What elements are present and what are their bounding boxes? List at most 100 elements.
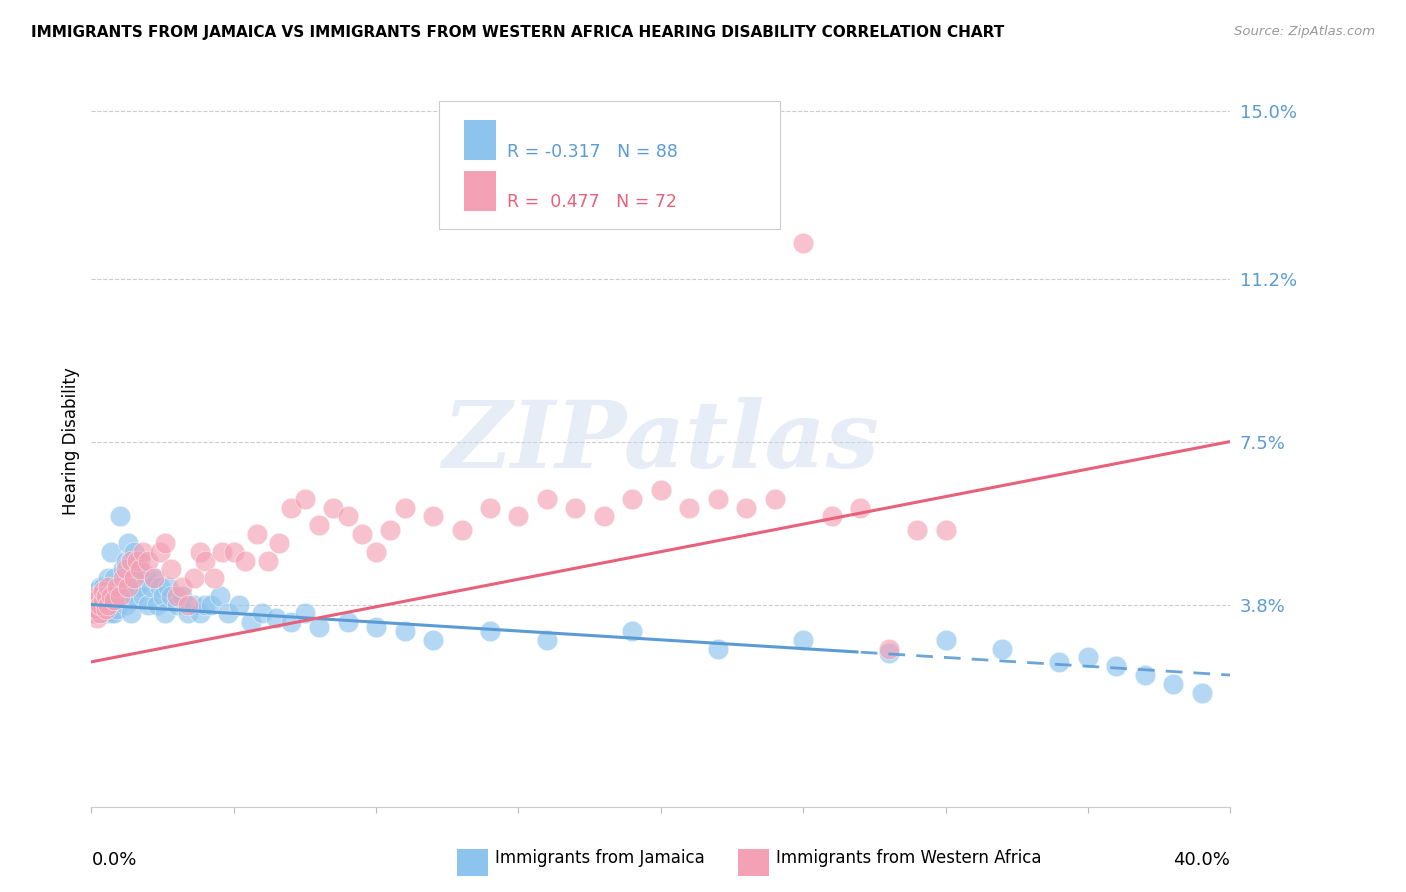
Point bbox=[117, 580, 139, 594]
Point bbox=[849, 500, 872, 515]
Point bbox=[157, 580, 180, 594]
Point bbox=[89, 589, 111, 603]
Point bbox=[269, 536, 291, 550]
Text: 40.0%: 40.0% bbox=[1174, 851, 1230, 870]
Point bbox=[152, 589, 174, 603]
Text: Source: ZipAtlas.com: Source: ZipAtlas.com bbox=[1234, 25, 1375, 38]
Point bbox=[103, 571, 125, 585]
Point bbox=[103, 607, 125, 621]
Point bbox=[208, 589, 231, 603]
Text: ZIPatlas: ZIPatlas bbox=[443, 397, 879, 486]
Point bbox=[792, 632, 814, 647]
Point bbox=[250, 607, 273, 621]
Point bbox=[934, 632, 956, 647]
Point bbox=[172, 580, 194, 594]
Point bbox=[155, 536, 177, 550]
Point bbox=[91, 593, 114, 607]
FancyBboxPatch shape bbox=[439, 102, 780, 229]
Point bbox=[394, 500, 416, 515]
Point bbox=[155, 607, 177, 621]
Point bbox=[536, 632, 558, 647]
Point bbox=[131, 589, 153, 603]
Text: R = -0.317   N = 88: R = -0.317 N = 88 bbox=[508, 143, 678, 161]
Point bbox=[450, 523, 472, 537]
Point bbox=[650, 483, 672, 497]
Point bbox=[83, 598, 105, 612]
Point bbox=[103, 593, 125, 607]
Text: Immigrants from Jamaica: Immigrants from Jamaica bbox=[495, 849, 704, 867]
Point bbox=[83, 589, 105, 603]
Point bbox=[149, 544, 172, 558]
Point bbox=[100, 589, 122, 603]
Point bbox=[202, 571, 225, 585]
Point bbox=[478, 624, 502, 638]
Point bbox=[183, 571, 205, 585]
Point bbox=[678, 500, 700, 515]
Point bbox=[792, 236, 814, 251]
Point bbox=[146, 598, 169, 612]
Point bbox=[83, 607, 105, 621]
Point bbox=[194, 598, 217, 612]
Point bbox=[141, 580, 163, 594]
Point bbox=[89, 580, 111, 594]
Point bbox=[91, 589, 114, 603]
Point bbox=[91, 580, 114, 594]
Point bbox=[128, 562, 150, 576]
Point bbox=[111, 562, 134, 576]
Point bbox=[877, 646, 900, 660]
Point bbox=[143, 571, 166, 585]
Point bbox=[94, 607, 117, 621]
Point bbox=[114, 562, 136, 576]
Point bbox=[125, 562, 148, 576]
Point bbox=[1161, 677, 1184, 691]
Point bbox=[336, 509, 359, 524]
Point bbox=[280, 615, 302, 630]
Point bbox=[1191, 686, 1213, 700]
Point bbox=[86, 602, 108, 616]
Text: IMMIGRANTS FROM JAMAICA VS IMMIGRANTS FROM WESTERN AFRICA HEARING DISABILITY COR: IMMIGRANTS FROM JAMAICA VS IMMIGRANTS FR… bbox=[31, 25, 1004, 40]
Point bbox=[1105, 659, 1128, 673]
Point bbox=[122, 571, 145, 585]
Point bbox=[83, 598, 105, 612]
Point bbox=[177, 607, 200, 621]
Point bbox=[233, 553, 256, 567]
Point bbox=[89, 598, 111, 612]
Point bbox=[478, 500, 502, 515]
Point bbox=[706, 491, 728, 506]
Point bbox=[122, 589, 145, 603]
Point bbox=[138, 553, 160, 567]
Point bbox=[422, 632, 444, 647]
Point bbox=[166, 589, 188, 603]
Point bbox=[89, 589, 111, 603]
Point bbox=[735, 500, 758, 515]
Point bbox=[1133, 668, 1156, 682]
Point bbox=[621, 491, 644, 506]
Point bbox=[308, 619, 330, 633]
Point bbox=[149, 580, 172, 594]
Point bbox=[111, 589, 134, 603]
Point bbox=[257, 553, 280, 567]
Point bbox=[86, 607, 108, 621]
Point bbox=[336, 615, 359, 630]
Point bbox=[763, 491, 786, 506]
Point bbox=[111, 571, 134, 585]
Point bbox=[120, 607, 142, 621]
Point bbox=[105, 584, 128, 599]
Point bbox=[131, 544, 153, 558]
Y-axis label: Hearing Disability: Hearing Disability bbox=[62, 368, 80, 516]
Point bbox=[108, 509, 131, 524]
Point bbox=[91, 598, 114, 612]
Point bbox=[114, 598, 136, 612]
Point bbox=[194, 553, 217, 567]
Point bbox=[108, 580, 131, 594]
Point bbox=[621, 624, 644, 638]
Text: Immigrants from Western Africa: Immigrants from Western Africa bbox=[776, 849, 1042, 867]
Point bbox=[97, 598, 120, 612]
Point bbox=[1049, 655, 1071, 669]
Point bbox=[322, 500, 344, 515]
Point bbox=[86, 589, 108, 603]
Point bbox=[89, 607, 111, 621]
Point bbox=[266, 611, 288, 625]
Point bbox=[706, 641, 728, 656]
Point bbox=[245, 527, 267, 541]
